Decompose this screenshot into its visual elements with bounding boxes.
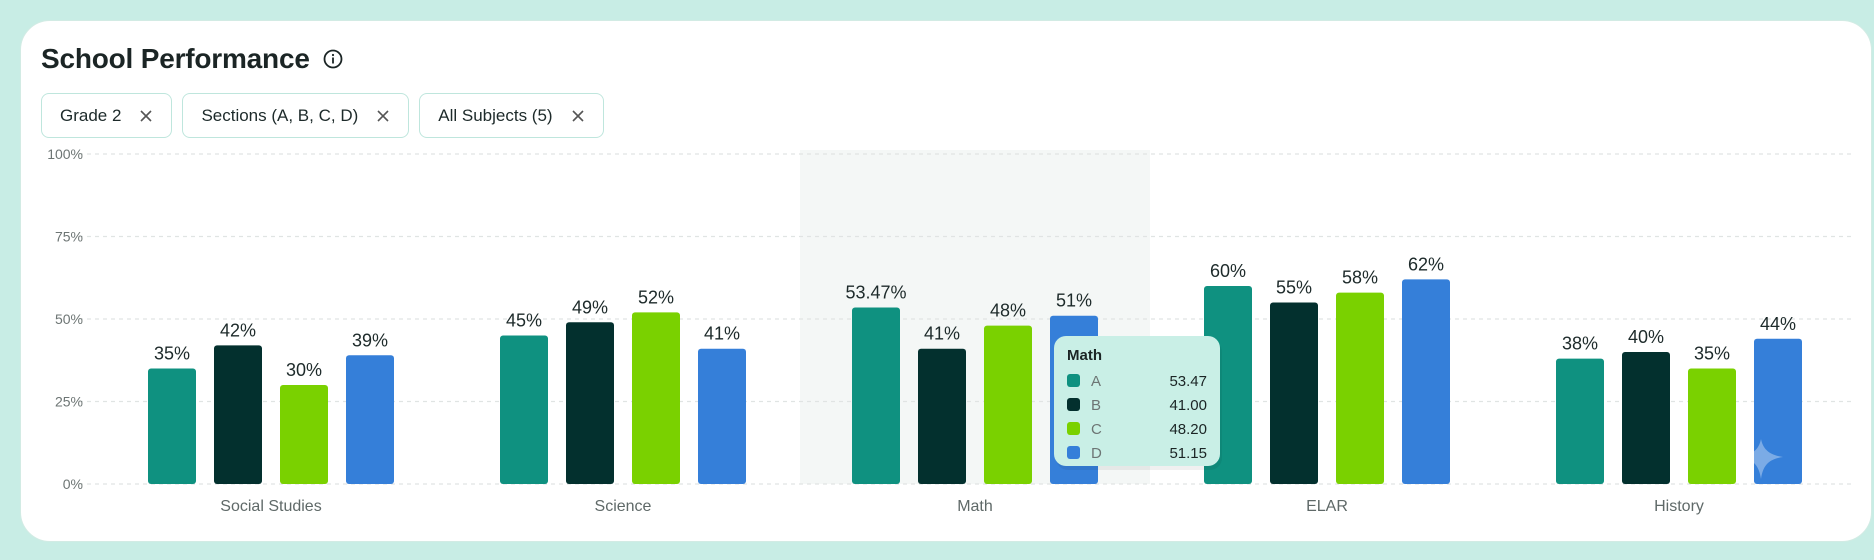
x-tick-label: History	[1654, 498, 1704, 515]
filter-chip-sections[interactable]: Sections (A, B, C, D)	[182, 93, 410, 138]
close-icon[interactable]	[376, 109, 390, 123]
data-label: 60%	[1210, 261, 1246, 281]
bar-d	[698, 348, 746, 484]
tooltip-box	[1054, 336, 1220, 466]
y-tick-label: 100%	[47, 146, 83, 162]
data-label: 45%	[506, 311, 542, 331]
data-label: 51%	[1056, 291, 1092, 311]
bar-d	[1754, 338, 1802, 484]
bar-c	[280, 385, 328, 484]
data-label: 58%	[1342, 268, 1378, 288]
data-label: 30%	[286, 360, 322, 380]
data-label: 39%	[352, 330, 388, 350]
close-icon[interactable]	[571, 109, 585, 123]
data-label: 42%	[220, 320, 256, 340]
tooltip-value: 41.00	[1169, 397, 1207, 414]
tooltip-series-name: D	[1091, 445, 1102, 462]
bar-b	[1622, 352, 1670, 484]
sparkle-icon	[1739, 439, 1783, 479]
bar-chart: 0% 25% 50% 75% 100% 35% 42% 30% 39% Social Studie…	[47, 146, 1851, 515]
bar-d	[1402, 279, 1450, 484]
tooltip-swatch	[1067, 398, 1080, 411]
bar-b	[918, 348, 966, 484]
x-tick-label: Social Studies	[220, 498, 321, 515]
tooltip-swatch	[1067, 446, 1080, 459]
bar-c	[1336, 292, 1384, 484]
y-tick-label: 50%	[55, 311, 83, 327]
y-tick-label: 75%	[55, 229, 83, 245]
bar-c	[984, 325, 1032, 484]
bar-b	[566, 322, 614, 484]
bar-a	[500, 335, 548, 484]
tooltip-swatch	[1067, 374, 1080, 387]
y-tick-label: 0%	[63, 476, 83, 492]
data-label: 38%	[1562, 334, 1598, 354]
data-label: 48%	[990, 301, 1026, 321]
bar-a	[1556, 358, 1604, 484]
x-tick-label: Science	[595, 498, 652, 515]
tooltip-value: 48.20	[1169, 421, 1207, 438]
title-row: School Performance	[41, 43, 344, 75]
data-label: 35%	[1694, 344, 1730, 364]
data-label: 41%	[704, 324, 740, 344]
info-icon[interactable]	[322, 48, 344, 70]
data-label: 62%	[1408, 254, 1444, 274]
filter-chips: Grade 2 Sections (A, B, C, D) All Subjec…	[41, 93, 604, 138]
tooltip-series-name: C	[1091, 421, 1102, 438]
bar-c	[1688, 368, 1736, 484]
bar-c	[632, 312, 680, 484]
bar-b	[1270, 302, 1318, 484]
x-tick-label: Math	[957, 498, 993, 515]
data-label: 49%	[572, 297, 608, 317]
tooltip: Math A 53.47 B 41.00 C 48.20 D 51.15	[1054, 336, 1222, 470]
data-label: 55%	[1276, 278, 1312, 298]
x-tick-label: ELAR	[1306, 498, 1348, 515]
filter-chip-label: Sections (A, B, C, D)	[201, 105, 359, 125]
tooltip-title: Math	[1067, 347, 1102, 364]
data-label: 40%	[1628, 327, 1664, 347]
tooltip-value: 51.15	[1169, 445, 1207, 462]
data-label: 44%	[1760, 314, 1796, 334]
filter-chip-label: Grade 2	[60, 105, 122, 125]
data-label: 41%	[924, 324, 960, 344]
bar-b	[214, 345, 262, 484]
bar-a	[148, 368, 196, 484]
data-label: 53.47%	[845, 283, 906, 303]
performance-card: School Performance Grade 2 Sections (A, …	[20, 20, 1872, 542]
filter-chip-label: All Subjects (5)	[438, 105, 553, 125]
tooltip-series-name: A	[1091, 373, 1101, 390]
tooltip-swatch	[1067, 422, 1080, 435]
filter-chip-grade[interactable]: Grade 2	[41, 93, 173, 138]
close-icon[interactable]	[139, 109, 153, 123]
page-title: School Performance	[41, 43, 310, 74]
bar-d	[346, 355, 394, 484]
bar-a	[852, 307, 900, 484]
y-tick-label: 25%	[55, 394, 83, 410]
data-label: 35%	[154, 344, 190, 364]
filter-chip-subjects[interactable]: All Subjects (5)	[419, 93, 604, 138]
tooltip-series-name: B	[1091, 397, 1101, 414]
data-label: 52%	[638, 287, 674, 307]
tooltip-value: 53.47	[1169, 373, 1207, 390]
